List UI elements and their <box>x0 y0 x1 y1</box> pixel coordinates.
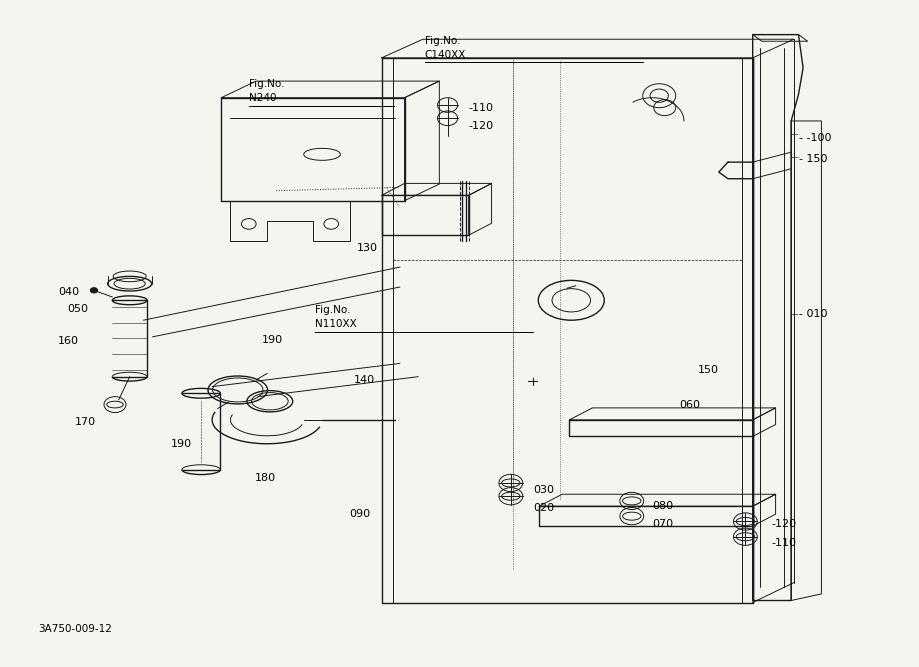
Text: N240: N240 <box>249 93 277 103</box>
Text: 190: 190 <box>171 440 192 450</box>
Text: 190: 190 <box>262 335 283 345</box>
Text: C140XX: C140XX <box>425 49 466 59</box>
Text: 030: 030 <box>533 485 554 495</box>
Text: N110XX: N110XX <box>314 319 357 329</box>
Text: 090: 090 <box>349 509 370 519</box>
Text: 180: 180 <box>255 473 277 483</box>
Text: 150: 150 <box>698 365 719 375</box>
Text: 3A750-009-12: 3A750-009-12 <box>38 624 112 634</box>
Text: 050: 050 <box>67 304 88 314</box>
Text: -120: -120 <box>771 519 796 529</box>
Text: Fig.No.: Fig.No. <box>425 36 460 46</box>
Text: 160: 160 <box>58 336 79 346</box>
Text: -110: -110 <box>469 103 494 113</box>
Circle shape <box>90 287 97 293</box>
Text: 060: 060 <box>679 400 700 410</box>
Text: 040: 040 <box>58 287 79 297</box>
Text: 020: 020 <box>533 503 554 513</box>
Text: 130: 130 <box>357 243 378 253</box>
Text: 080: 080 <box>652 501 673 511</box>
Text: -120: -120 <box>469 121 494 131</box>
Text: - 150: - 150 <box>799 155 827 165</box>
Text: Fig.No.: Fig.No. <box>249 79 284 89</box>
Text: - -100: - -100 <box>799 133 831 143</box>
Text: 140: 140 <box>354 375 375 385</box>
Text: - 010: - 010 <box>799 309 827 319</box>
Text: 070: 070 <box>652 519 673 529</box>
Text: -110: -110 <box>771 538 796 548</box>
Text: 170: 170 <box>74 417 96 427</box>
Text: Fig.No.: Fig.No. <box>314 305 350 315</box>
